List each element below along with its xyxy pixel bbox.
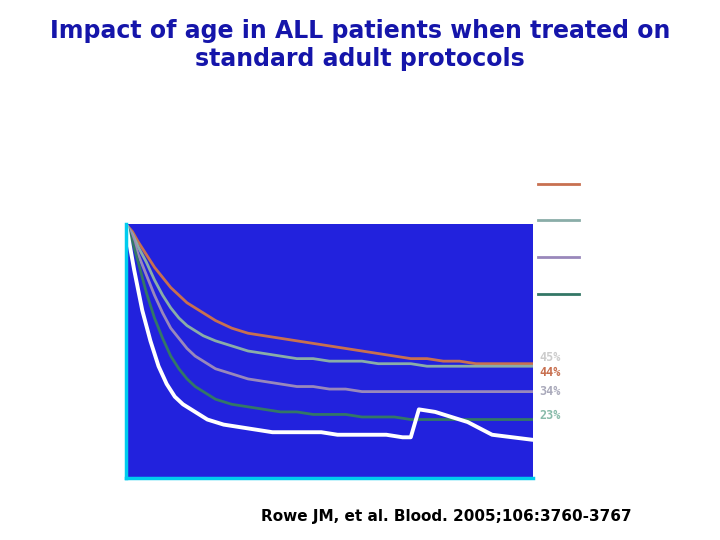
Text: • UKALLXII/ ECOG2993 study (N = 1521): • UKALLXII/ ECOG2993 study (N = 1521)	[30, 107, 386, 122]
Text: 34%: 34%	[539, 385, 561, 398]
Text: 40-49 (n = 163): 40-49 (n = 163)	[584, 288, 691, 301]
Y-axis label: OS (%): OS (%)	[70, 326, 84, 376]
Text: – Survival decreases with age; 35 years identified as significant cutoff  point: – Survival decreases with age; 35 years …	[53, 146, 685, 159]
X-axis label: Years: Years	[307, 508, 352, 523]
Text: Rowe JM, et al. Blood. 2005;106:3760-3767: Rowe JM, et al. Blood. 2005;106:3760-376…	[261, 509, 631, 524]
Text: Impact of age in ALL patients when treated on
standard adult protocols: Impact of age in ALL patients when treat…	[50, 19, 670, 71]
Text: ≥ 50 (n = 108): ≥ 50 (n = 108)	[584, 325, 684, 338]
Text: 45%: 45%	[539, 351, 561, 364]
Text: 44%: 44%	[539, 366, 561, 379]
Text: 30-39 (n = 217): 30-39 (n = 217)	[584, 251, 691, 264]
Text: 15%: 15%	[539, 433, 561, 447]
Text: 23%: 23%	[539, 409, 561, 422]
Text: < 20 (n = 234): < 20 (n = 234)	[584, 177, 684, 190]
Text: 20-29 (n = 301): 20-29 (n = 301)	[584, 214, 691, 227]
Text: Age, Yrs: Age, Yrs	[593, 151, 657, 165]
Text: (P < .001): (P < .001)	[53, 176, 157, 189]
